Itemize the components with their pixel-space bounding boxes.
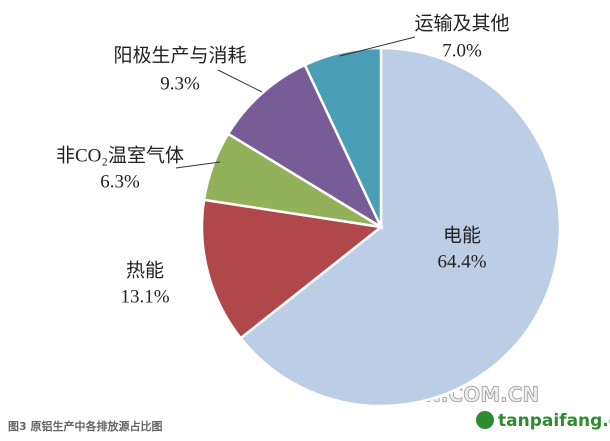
pie-slice [303, 46, 383, 228]
slice-value-label: 6.3% [100, 171, 140, 192]
watermark-logo [476, 411, 494, 429]
slice-label: 非CO₂温室气体 [56, 144, 184, 166]
slice-value-label: 13.1% [120, 286, 169, 307]
slice-label: 运输及其他 [414, 12, 509, 34]
slice-value-label: 64.4% [437, 251, 486, 272]
slice-value-label: 7.0% [442, 40, 482, 61]
leader-line [217, 69, 263, 93]
pie-slice [226, 63, 384, 231]
pie-slice [238, 46, 562, 408]
slice-label: 电能 [443, 224, 481, 246]
watermark: tanpaifang.com [498, 411, 610, 431]
slice-value-label: 9.3% [160, 73, 200, 94]
leader-line [175, 161, 221, 169]
pie-slice [200, 198, 385, 340]
slice-label: 热能 [126, 259, 164, 281]
leader-line [339, 36, 416, 57]
caption: 图3 原铝生产中各排放源占比图 [8, 419, 162, 433]
slice-label: 阳极生产与消耗 [113, 44, 246, 66]
